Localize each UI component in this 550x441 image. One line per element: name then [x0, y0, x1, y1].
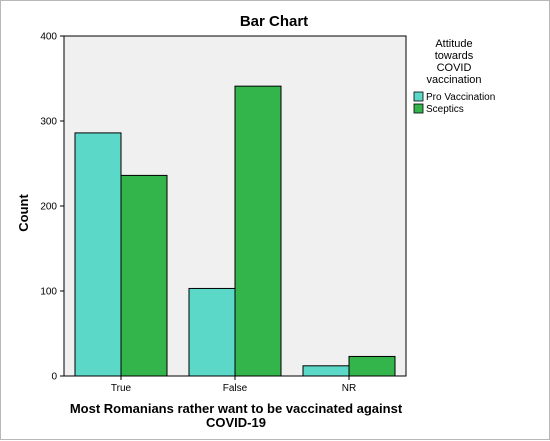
- y-tick-label: 400: [40, 32, 57, 43]
- legend-title-line1: Attitude: [435, 38, 472, 50]
- x-tick-label: NR: [342, 383, 356, 394]
- legend-label-pro-vaccination: Pro Vaccination: [426, 92, 495, 103]
- legend: Attitude towards COVID vaccination Pro V…: [413, 38, 495, 115]
- legend-label-sceptics: Sceptics: [426, 104, 464, 115]
- y-tick-label: 0: [51, 372, 57, 383]
- bar-sceptics-true: [120, 174, 168, 377]
- bar-pro-vaccination-nr: [302, 365, 350, 377]
- x-axis: True False NR: [111, 376, 356, 394]
- bar-pro-vaccination-false: [188, 287, 236, 377]
- bar-pro-vaccination-true: [74, 132, 122, 377]
- x-axis-title-line1: Most Romanians rather want to be vaccina…: [70, 401, 403, 416]
- legend-title-line3: COVID: [437, 62, 472, 74]
- legend-swatch-sceptics: [413, 103, 424, 114]
- bar-sceptics-nr: [348, 355, 396, 377]
- y-axis-title: Count: [16, 194, 31, 232]
- y-axis: 0 100 200 300 400: [40, 32, 64, 383]
- y-tick-label: 100: [40, 287, 57, 298]
- bar-sceptics-false: [234, 85, 282, 377]
- x-tick-label: True: [111, 383, 132, 394]
- bars: [74, 85, 396, 377]
- chart-title: Bar Chart: [240, 13, 308, 30]
- x-tick-label: False: [223, 383, 248, 394]
- x-axis-title-line2: COVID-19: [206, 415, 266, 430]
- legend-title-line2: towards: [435, 50, 474, 62]
- y-tick-label: 300: [40, 117, 57, 128]
- legend-swatch-pro-vaccination: [413, 91, 424, 102]
- y-tick-label: 200: [40, 202, 57, 213]
- legend-title-line4: vaccination: [426, 74, 481, 86]
